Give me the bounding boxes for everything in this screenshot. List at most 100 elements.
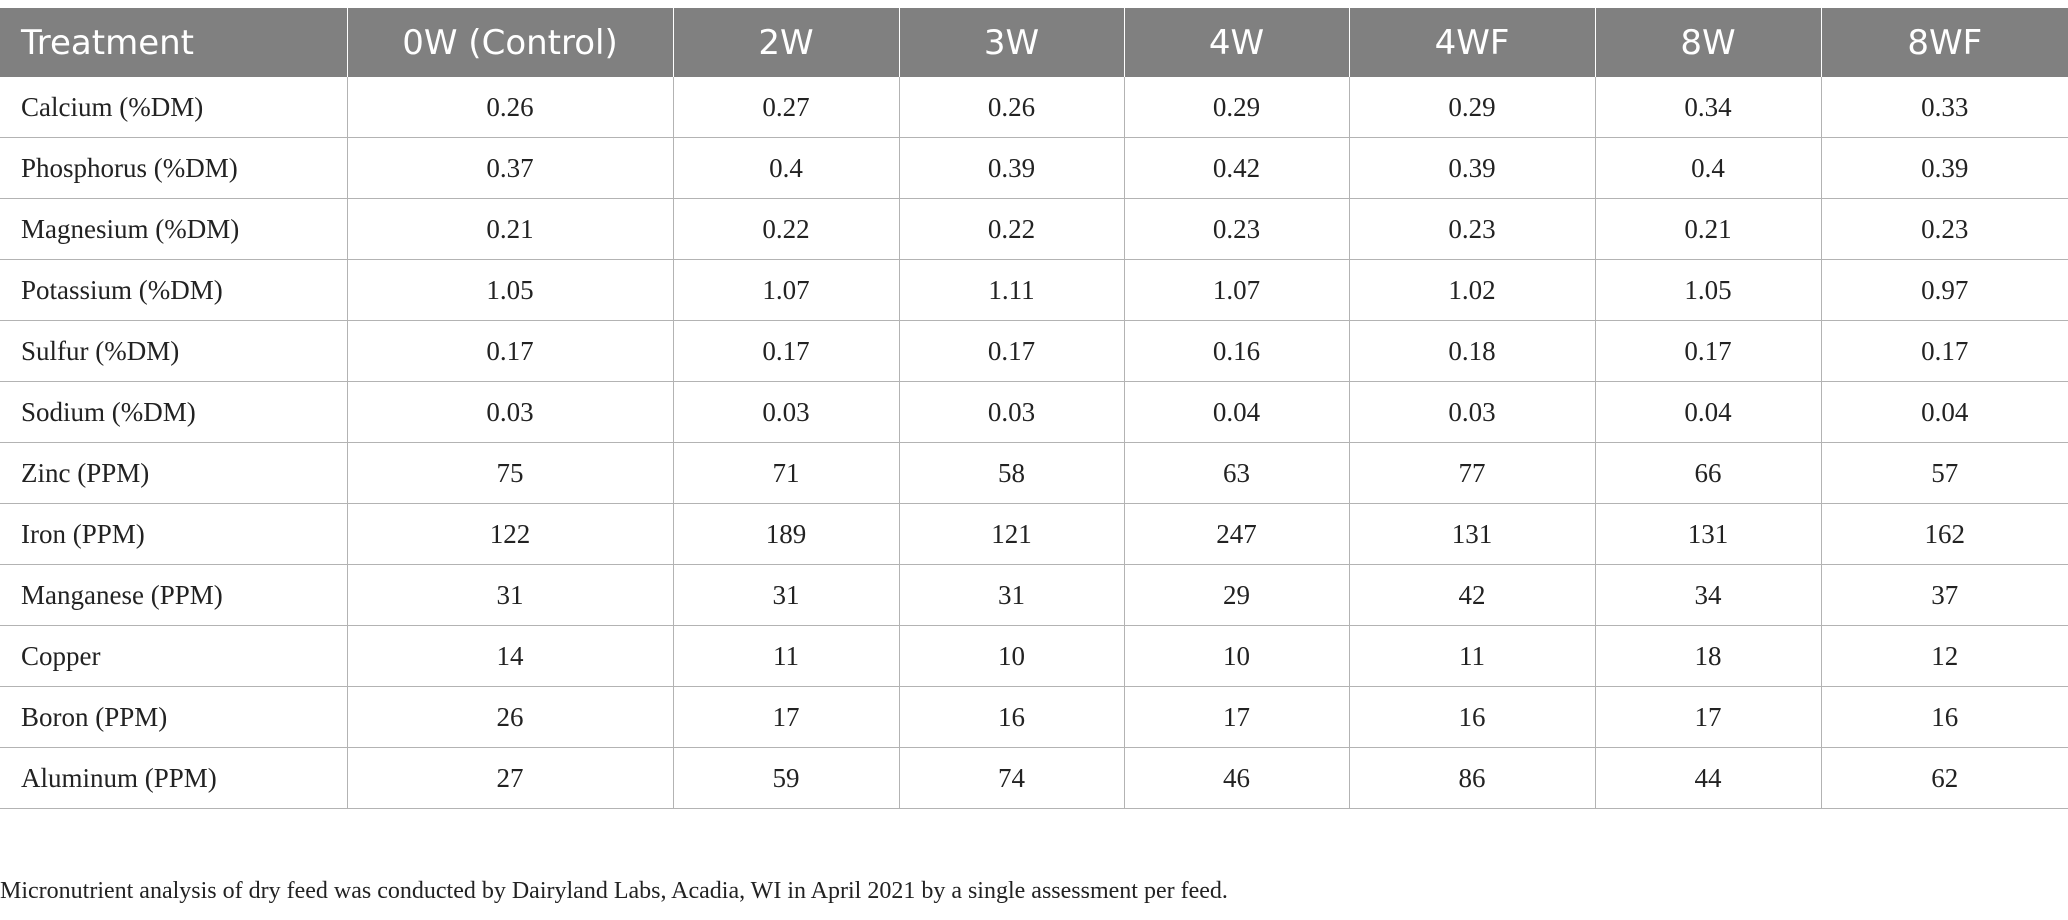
table-row: Boron (PPM) 26 17 16 17 16 17 16 xyxy=(0,686,2068,748)
value-cell: 27 xyxy=(347,747,674,809)
table-row: Manganese (PPM) 31 31 31 29 42 34 37 xyxy=(0,564,2068,626)
value-cell: 0.03 xyxy=(899,381,1125,443)
value-cell: 131 xyxy=(1595,503,1822,565)
value-cell: 16 xyxy=(1821,686,2068,748)
value-cell: 0.4 xyxy=(673,137,900,199)
value-cell: 18 xyxy=(1595,625,1822,687)
value-cell: 0.39 xyxy=(1821,137,2068,199)
value-cell: 58 xyxy=(899,442,1125,504)
row-label-cell: Boron (PPM) xyxy=(0,686,348,748)
column-header-treatment: Treatment xyxy=(0,8,348,77)
row-label-cell: Manganese (PPM) xyxy=(0,564,348,626)
column-header-0w-control: 0W (Control) xyxy=(347,8,674,77)
value-cell: 31 xyxy=(347,564,674,626)
table-row: Sodium (%DM) 0.03 0.03 0.03 0.04 0.03 0.04 0.04 xyxy=(0,381,2068,443)
table-header: Treatment 0W (Control) 2W 3W 4W 4WF 8W 8… xyxy=(0,8,2068,77)
value-cell: 14 xyxy=(347,625,674,687)
value-cell: 0.21 xyxy=(1595,198,1822,260)
value-cell: 0.16 xyxy=(1124,320,1350,382)
value-cell: 0.04 xyxy=(1124,381,1350,443)
table-row: Zinc (PPM) 75 71 58 63 77 66 57 xyxy=(0,442,2068,504)
header-row: Treatment 0W (Control) 2W 3W 4W 4WF 8W 8… xyxy=(0,8,2068,77)
micronutrient-table: Treatment 0W (Control) 2W 3W 4W 4WF 8W 8… xyxy=(0,8,2068,809)
value-cell: 71 xyxy=(673,442,900,504)
value-cell: 131 xyxy=(1349,503,1596,565)
value-cell: 122 xyxy=(347,503,674,565)
table-row: Phosphorus (%DM) 0.37 0.4 0.39 0.42 0.39 0.4 0.… xyxy=(0,137,2068,199)
row-label-cell: Phosphorus (%DM) xyxy=(0,137,348,199)
value-cell: 44 xyxy=(1595,747,1822,809)
value-cell: 63 xyxy=(1124,442,1350,504)
value-cell: 121 xyxy=(899,503,1125,565)
row-label-cell: Sodium (%DM) xyxy=(0,381,348,443)
row-label-cell: Magnesium (%DM) xyxy=(0,198,348,260)
value-cell: 11 xyxy=(1349,625,1596,687)
value-cell: 0.39 xyxy=(899,137,1125,199)
row-label-cell: Potassium (%DM) xyxy=(0,259,348,321)
value-cell: 34 xyxy=(1595,564,1822,626)
value-cell: 0.17 xyxy=(1821,320,2068,382)
value-cell: 0.4 xyxy=(1595,137,1822,199)
value-cell: 0.39 xyxy=(1349,137,1596,199)
value-cell: 66 xyxy=(1595,442,1822,504)
column-header-8wf: 8WF xyxy=(1821,8,2068,77)
column-header-4w: 4W xyxy=(1124,8,1350,77)
column-header-8w: 8W xyxy=(1595,8,1822,77)
value-cell: 0.18 xyxy=(1349,320,1596,382)
value-cell: 0.34 xyxy=(1595,77,1822,138)
value-cell: 0.33 xyxy=(1821,77,2068,138)
value-cell: 17 xyxy=(1124,686,1350,748)
value-cell: 0.26 xyxy=(347,77,674,138)
table-footnote: Micronutrient analysis of dry feed was c… xyxy=(0,878,1228,904)
column-header-4wf: 4WF xyxy=(1349,8,1596,77)
table-row: Magnesium (%DM) 0.21 0.22 0.22 0.23 0.23 0.21 0… xyxy=(0,198,2068,260)
value-cell: 1.07 xyxy=(673,259,900,321)
value-cell: 75 xyxy=(347,442,674,504)
value-cell: 1.02 xyxy=(1349,259,1596,321)
value-cell: 0.37 xyxy=(347,137,674,199)
micronutrient-table-container: Treatment 0W (Control) 2W 3W 4W 4WF 8W 8… xyxy=(0,8,2068,809)
table-row: Copper 14 11 10 10 11 18 12 xyxy=(0,625,2068,687)
value-cell: 0.26 xyxy=(899,77,1125,138)
value-cell: 0.17 xyxy=(1595,320,1822,382)
value-cell: 10 xyxy=(899,625,1125,687)
value-cell: 10 xyxy=(1124,625,1350,687)
value-cell: 0.23 xyxy=(1349,198,1596,260)
row-label-cell: Zinc (PPM) xyxy=(0,442,348,504)
value-cell: 86 xyxy=(1349,747,1596,809)
column-header-3w: 3W xyxy=(899,8,1125,77)
value-cell: 0.42 xyxy=(1124,137,1350,199)
value-cell: 0.97 xyxy=(1821,259,2068,321)
value-cell: 0.17 xyxy=(899,320,1125,382)
value-cell: 17 xyxy=(673,686,900,748)
value-cell: 0.17 xyxy=(673,320,900,382)
value-cell: 1.07 xyxy=(1124,259,1350,321)
table-row: Sulfur (%DM) 0.17 0.17 0.17 0.16 0.18 0.17 0.17 xyxy=(0,320,2068,382)
value-cell: 189 xyxy=(673,503,900,565)
row-label-cell: Aluminum (PPM) xyxy=(0,747,348,809)
value-cell: 26 xyxy=(347,686,674,748)
value-cell: 0.23 xyxy=(1124,198,1350,260)
value-cell: 0.03 xyxy=(347,381,674,443)
value-cell: 0.22 xyxy=(673,198,900,260)
value-cell: 16 xyxy=(1349,686,1596,748)
value-cell: 62 xyxy=(1821,747,2068,809)
value-cell: 31 xyxy=(673,564,900,626)
value-cell: 247 xyxy=(1124,503,1350,565)
value-cell: 0.22 xyxy=(899,198,1125,260)
value-cell: 29 xyxy=(1124,564,1350,626)
value-cell: 0.29 xyxy=(1124,77,1350,138)
value-cell: 1.05 xyxy=(347,259,674,321)
row-label-cell: Calcium (%DM) xyxy=(0,77,348,138)
value-cell: 37 xyxy=(1821,564,2068,626)
value-cell: 57 xyxy=(1821,442,2068,504)
value-cell: 42 xyxy=(1349,564,1596,626)
value-cell: 0.29 xyxy=(1349,77,1596,138)
value-cell: 12 xyxy=(1821,625,2068,687)
value-cell: 0.21 xyxy=(347,198,674,260)
value-cell: 0.23 xyxy=(1821,198,2068,260)
value-cell: 77 xyxy=(1349,442,1596,504)
row-label-cell: Iron (PPM) xyxy=(0,503,348,565)
value-cell: 0.04 xyxy=(1595,381,1822,443)
table-row: Iron (PPM) 122 189 121 247 131 131 162 xyxy=(0,503,2068,565)
